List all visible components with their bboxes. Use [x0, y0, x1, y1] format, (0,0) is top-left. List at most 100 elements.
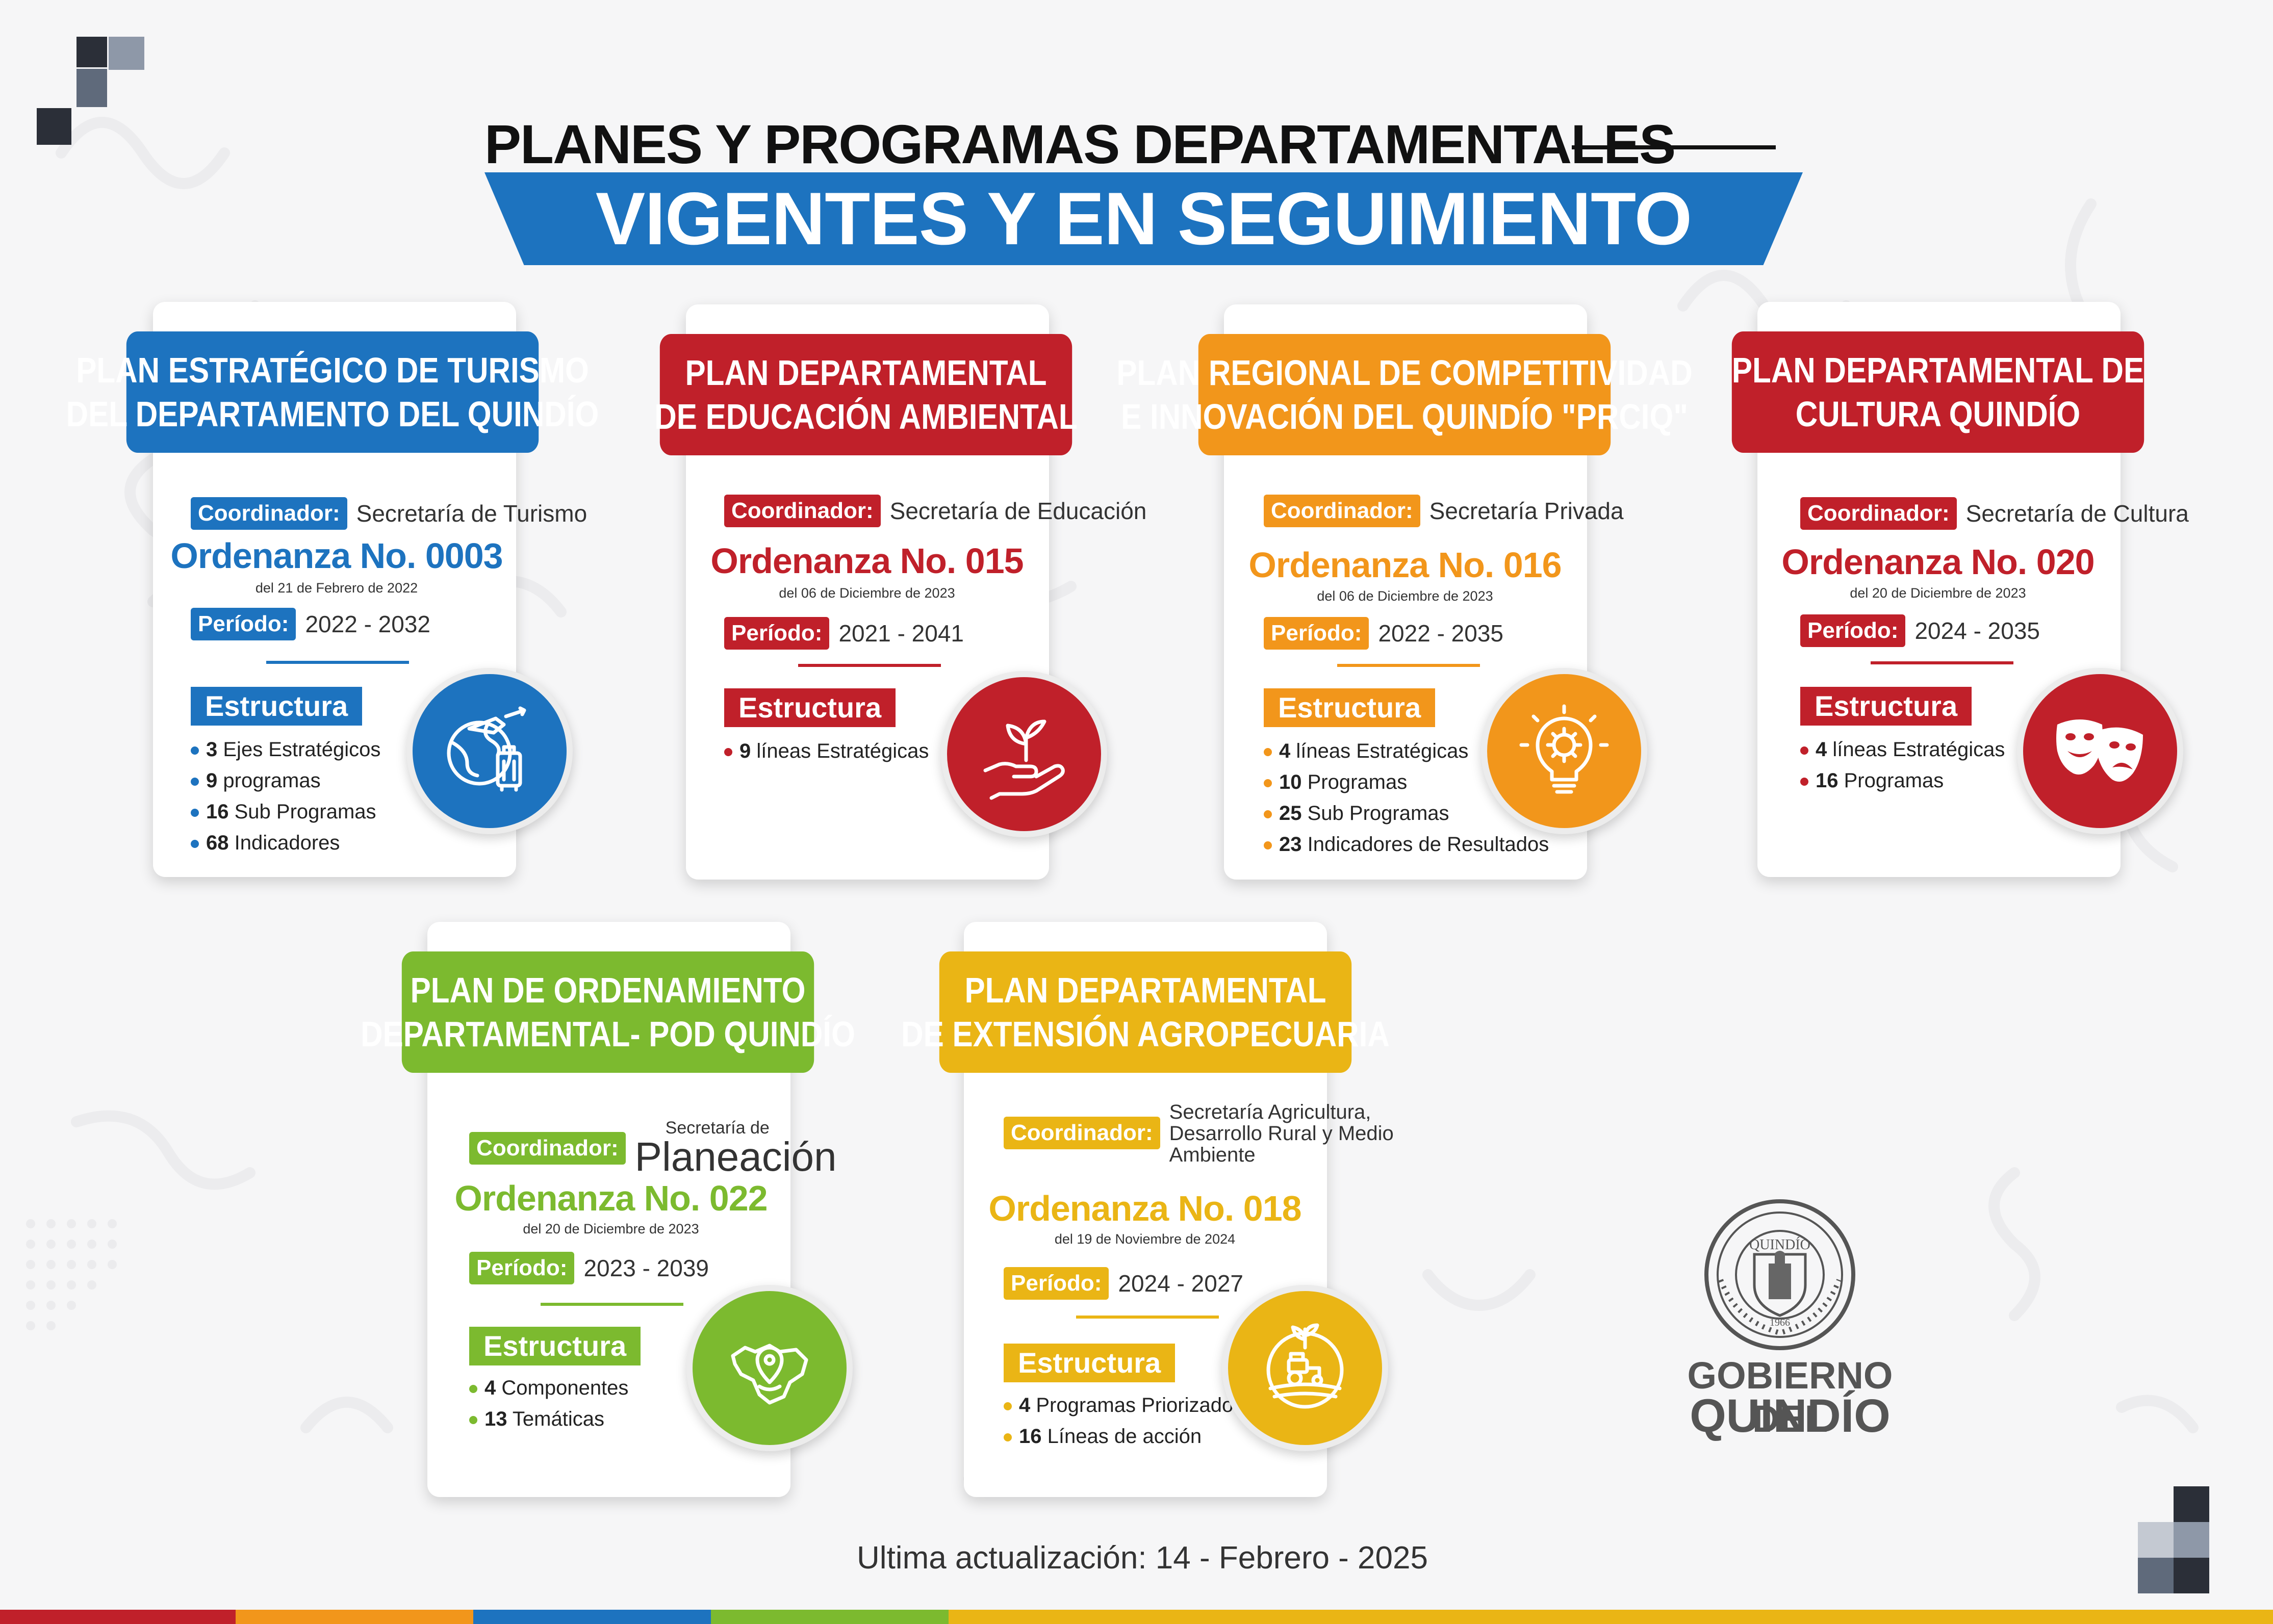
card-title-line: DE EXTENSIÓN AGROPECUARIA — [901, 1014, 1390, 1054]
item-label: líneas Estratégicas — [1296, 740, 1469, 762]
item-label: Programas Priorizados — [1036, 1394, 1244, 1416]
logo-name-line2: QUINDÍO — [1690, 1390, 1891, 1442]
periodo-row: Período: 2024 - 2035 — [1800, 614, 2040, 647]
list-item: 25 Sub Programas — [1264, 798, 1549, 829]
bullet-dot — [1264, 779, 1272, 788]
item-label: Sub Programas — [1307, 802, 1449, 824]
item-count: 16 — [1816, 769, 1838, 792]
corner-square — [76, 69, 107, 107]
estructura-list: 4 líneas Estratégicas 16 Programas — [1800, 734, 2005, 796]
list-item: 9 programas — [191, 765, 380, 796]
card-title-line: PLAN DEPARTAMENTAL — [685, 353, 1047, 393]
item-label: Ejes Estratégicos — [223, 738, 381, 761]
coordinador-value: Secretaría de Turismo — [356, 500, 588, 527]
item-count: 4 — [1816, 738, 1827, 761]
periodo-value: 2022 - 2035 — [1378, 620, 1503, 647]
card-header-competitividad: PLAN REGIONAL DE COMPETITIVIDAD E INNOVA… — [1116, 334, 1693, 455]
bullet-dot — [469, 1385, 477, 1394]
periodo-tag: Período: — [724, 617, 830, 650]
tractor-field-icon — [1266, 1323, 1344, 1409]
seal-text: QUINDÍO — [1749, 1237, 1810, 1253]
list-item: 4 líneas Estratégicas — [1800, 734, 2005, 765]
item-count: 10 — [1279, 771, 1302, 793]
coordinador-row: Coordinador: Secretaría Agricultura, Des… — [1004, 1101, 1394, 1166]
item-label: líneas Estratégicas — [1832, 738, 2005, 761]
estructura-tag: Estructura — [1800, 687, 1972, 726]
corner-square — [2174, 1522, 2209, 1558]
ordenanza-date: del 20 de Diciembre de 2023 — [523, 1221, 699, 1236]
card-divider — [798, 664, 941, 667]
card-divider — [1076, 1316, 1219, 1319]
ordenanza-date: del 06 de Diciembre de 2023 — [1317, 588, 1493, 604]
item-count: 4 — [1019, 1394, 1031, 1416]
item-label: Sub Programas — [234, 801, 376, 823]
bullet-dot — [1004, 1433, 1012, 1442]
logo-name-line1: GOBIERNO DEL — [1687, 1354, 1893, 1440]
periodo-row: Período: 2024 - 2027 — [1004, 1267, 1243, 1300]
title-banner — [484, 172, 1803, 265]
periodo-value: 2024 - 2035 — [1914, 617, 2040, 644]
corner-square — [2138, 1522, 2174, 1558]
coordinador-line: Ambiente — [1169, 1144, 1256, 1166]
card-title-line: PLAN DEPARTAMENTAL DE — [1731, 350, 2144, 390]
item-label: Componentes — [501, 1377, 629, 1399]
corner-square — [109, 37, 144, 70]
bullet-dot — [724, 748, 732, 757]
culture-circle — [2017, 668, 2183, 834]
coordinador-line: Secretaría Agricultura, — [1169, 1101, 1371, 1123]
card-title-line: PLAN REGIONAL DE COMPETITIVIDAD — [1116, 353, 1693, 393]
corner-square — [37, 108, 71, 145]
coordinador-value: Secretaría Privada — [1429, 498, 1624, 524]
card-title-line: CULTURA QUINDÍO — [1795, 394, 2081, 434]
list-item: 4 líneas Estratégicas — [1264, 736, 1549, 767]
item-label: Líneas de acción — [1047, 1425, 1202, 1448]
item-count: 9 — [206, 769, 218, 792]
card-title-line: DEL DEPARTAMENTO DEL QUINDÍO — [66, 394, 599, 434]
item-count: 16 — [206, 801, 229, 823]
card-divider — [1871, 661, 2013, 664]
periodo-tag: Período: — [191, 608, 296, 640]
item-label: Indicadores de Resultados — [1307, 833, 1549, 856]
card-divider — [541, 1303, 683, 1306]
bottom-color-bar — [711, 1610, 949, 1624]
estructura-list: 4 Componentes 13 Temáticas — [469, 1373, 628, 1435]
coordinador-line: Desarrollo Rural y Medio — [1169, 1122, 1394, 1145]
item-count: 13 — [484, 1408, 507, 1430]
bullet-dot — [469, 1416, 477, 1425]
bullet-dot — [1004, 1402, 1012, 1411]
bottom-color-bar — [473, 1610, 711, 1624]
bullet-dot — [191, 809, 199, 817]
agriculture-circle — [1222, 1285, 1388, 1451]
lightbulb-gear-icon — [1519, 704, 1609, 794]
ordenanza-number: Ordenanza No. 018 — [988, 1189, 1301, 1228]
innovation-circle — [1481, 668, 1647, 834]
list-item: 23 Indicadores de Resultados — [1264, 829, 1549, 860]
list-item: 9 líneas Estratégicas — [724, 736, 929, 767]
card-title-line: DEPARTAMENTAL- POD QUINDÍO — [361, 1014, 855, 1054]
list-item: 16 Sub Programas — [191, 796, 380, 828]
item-label: líneas Estratégicas — [756, 740, 929, 762]
coordinador-main: Planeación — [634, 1134, 837, 1179]
estructura-list: 9 líneas Estratégicas — [724, 736, 929, 767]
bullet-dot — [191, 840, 199, 848]
corner-square — [76, 37, 107, 67]
tourism-circle — [406, 668, 573, 834]
ordenanza-number: Ordenanza No. 022 — [454, 1178, 768, 1218]
territory-circle — [686, 1285, 853, 1451]
periodo-row: Período: 2022 - 2035 — [1264, 617, 1503, 650]
bullet-dot — [191, 778, 199, 786]
list-item: 16 Programas — [1800, 765, 2005, 796]
ordenanza-date: del 19 de Noviembre de 2024 — [1054, 1231, 1236, 1247]
ordenanza-number: Ordenanza No. 0003 — [170, 536, 503, 576]
periodo-row: Período: 2021 - 2041 — [724, 617, 964, 650]
bottom-color-bar — [0, 1610, 236, 1624]
periodo-value: 2021 - 2041 — [838, 620, 964, 647]
bullet-dot — [191, 746, 199, 755]
periodo-row: Período: 2022 - 2032 — [191, 608, 430, 640]
estructura-tag: Estructura — [1004, 1344, 1176, 1382]
education-circle — [941, 671, 1107, 837]
item-count: 16 — [1019, 1425, 1042, 1448]
last-update-text: Ultima actualización: 14 - Febrero - 202… — [857, 1540, 1428, 1576]
corner-square — [2174, 1486, 2209, 1522]
corner-square — [2138, 1558, 2174, 1593]
